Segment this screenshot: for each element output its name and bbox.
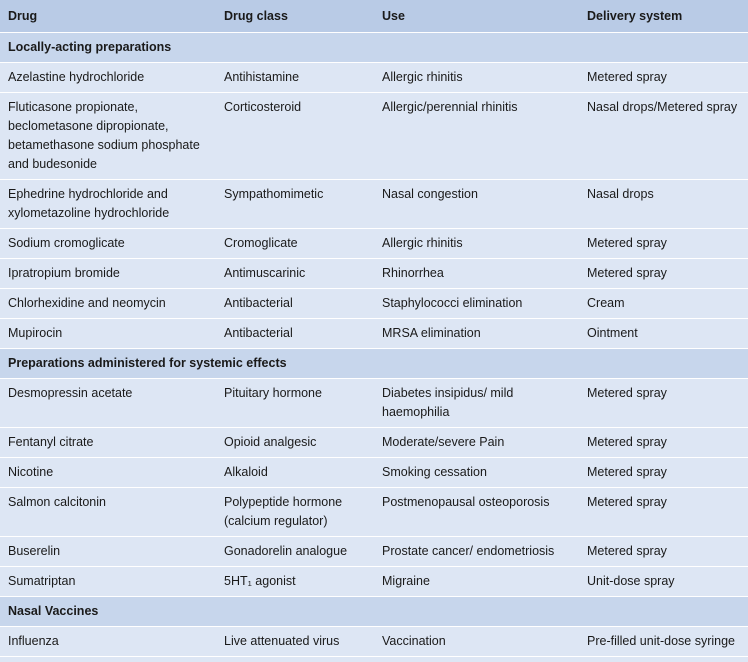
cell-use: Allergic/perennial rhinitis	[374, 92, 579, 180]
cell-delivery-system: Metered spray	[579, 228, 748, 259]
cell-drug-class: Sympathomimetic	[216, 179, 374, 229]
section-row: Nasal Vaccines	[0, 596, 748, 627]
section-title: Nasal Vaccines	[0, 596, 748, 627]
cell-drug: Buserelin	[0, 536, 216, 567]
cell-delivery-system: Cream	[579, 288, 748, 319]
cell-use: Postmenopausal osteoporosis	[374, 487, 579, 537]
cell-delivery-system: Metered spray	[579, 258, 748, 289]
table-row: Ipratropium bromide Antimuscarinic Rhinorr…	[0, 258, 748, 289]
table-row: Azelastine hydrochloride Antihistamine All…	[0, 62, 748, 93]
cell-delivery-system: Metered spray	[579, 487, 748, 537]
table-row: Salmon calcitonin Polypeptide hormone (ca…	[0, 487, 748, 537]
cell-drug: Ipratropium bromide	[0, 258, 216, 289]
cell-drug: Fluticasone propionate, beclometasone di…	[0, 92, 216, 180]
cell-delivery-system: Metered spray	[579, 457, 748, 488]
cell-use: Diabetes insipidus/ mild haemophilia	[374, 378, 579, 428]
table-row: Ephedrine hydrochloride and xylometazoli…	[0, 179, 748, 229]
cell-drug-class: Antihistamine	[216, 62, 374, 93]
cell-use: MRSA elimination	[374, 318, 579, 349]
cell-use: Moderate/severe Pain	[374, 427, 579, 458]
cell-drug: Sumatriptan	[0, 566, 216, 597]
section-row: Preparations administered for systemic e…	[0, 348, 748, 379]
cell-use: Nasal congestion	[374, 179, 579, 229]
header-drug-class: Drug class	[216, 0, 374, 33]
section-title: Locally-acting preparations	[0, 32, 748, 63]
cell-drug-class: Antibacterial	[216, 318, 374, 349]
cell-drug-class: Cromoglicate	[216, 228, 374, 259]
cell-drug: Azelastine hydrochloride	[0, 62, 216, 93]
table-row: Chlorhexidine and neomycin Antibacterial S…	[0, 288, 748, 319]
cell-drug: Sodium cromoglicate	[0, 228, 216, 259]
table-row: Sodium cromoglicate Cromoglicate Allergic …	[0, 228, 748, 259]
cell-delivery-system: Nasal drops	[579, 179, 748, 229]
cell-delivery-system: Metered spray	[579, 536, 748, 567]
cell-drug-class: Polypeptide hormone (calcium regulator)	[216, 487, 374, 537]
header-use: Use	[374, 0, 579, 33]
cell-drug-class: Alkaloid	[216, 457, 374, 488]
header-delivery-system: Delivery system	[579, 0, 748, 33]
table-row: Fentanyl citrate Opioid analgesic Moderate…	[0, 427, 748, 458]
cell-drug-class: Gonadorelin analogue	[216, 536, 374, 567]
cell-delivery-system: Metered spray	[579, 62, 748, 93]
cell-drug: Salmon calcitonin	[0, 487, 216, 537]
cell-drug-class: Corticosteroid	[216, 92, 374, 180]
cell-use: Staphylococci elimination	[374, 288, 579, 319]
table-row: Buserelin Gonadorelin analogue Prostate ca…	[0, 536, 748, 567]
table-row: Desmopressin acetate Pituitary hormone Dia…	[0, 378, 748, 428]
table-row: Influenza Live attenuated virus Vaccinatio…	[0, 626, 748, 657]
cell-delivery-system: Metered spray	[579, 427, 748, 458]
cell-drug: Nicotine	[0, 457, 216, 488]
cell-drug: Influenza	[0, 626, 216, 657]
cell-use: Rhinorrhea	[374, 258, 579, 289]
table-row: Mupirocin Antibacterial MRSA elimination Oi…	[0, 318, 748, 349]
cell-delivery-system: Ointment	[579, 318, 748, 349]
cell-delivery-system: Metered spray	[579, 378, 748, 428]
cell-drug-class: Opioid analgesic	[216, 427, 374, 458]
cell-drug: Fentanyl citrate	[0, 427, 216, 458]
cell-use: Migraine	[374, 566, 579, 597]
table-row: Sumatriptan 5HT₁ agonist Migraine Unit-dose…	[0, 566, 748, 597]
header-drug: Drug	[0, 0, 216, 33]
section-row: Locally-acting preparations	[0, 32, 748, 63]
header-row: Drug Drug class Use Delivery system	[0, 0, 748, 33]
cell-drug: Chlorhexidine and neomycin	[0, 288, 216, 319]
cell-delivery-system: Unit-dose spray	[579, 566, 748, 597]
cell-delivery-system: Nasal drops/Metered spray	[579, 92, 748, 180]
cell-drug: Desmopressin acetate	[0, 378, 216, 428]
cell-drug: Ephedrine hydrochloride and xylometazoli…	[0, 179, 216, 229]
section-title: Preparations administered for systemic e…	[0, 348, 748, 379]
cell-delivery-system: Pre-filled unit-dose syringe	[579, 626, 748, 657]
cell-use: Allergic rhinitis	[374, 228, 579, 259]
table-body: Locally-acting preparations Azelastine hy…	[0, 32, 748, 657]
cell-use: Vaccination	[374, 626, 579, 657]
cell-drug-class: Antimuscarinic	[216, 258, 374, 289]
cell-drug: Mupirocin	[0, 318, 216, 349]
cell-drug-class: Live attenuated virus	[216, 626, 374, 657]
cell-use: Smoking cessation	[374, 457, 579, 488]
cell-use: Allergic rhinitis	[374, 62, 579, 93]
cell-drug-class: Antibacterial	[216, 288, 374, 319]
table-row: Fluticasone propionate, beclometasone di…	[0, 92, 748, 180]
cell-use: Prostate cancer/ endometriosis	[374, 536, 579, 567]
cell-drug-class: 5HT₁ agonist	[216, 566, 374, 597]
table-row: Nicotine Alkaloid Smoking cessation Metered…	[0, 457, 748, 488]
cell-drug-class: Pituitary hormone	[216, 378, 374, 428]
